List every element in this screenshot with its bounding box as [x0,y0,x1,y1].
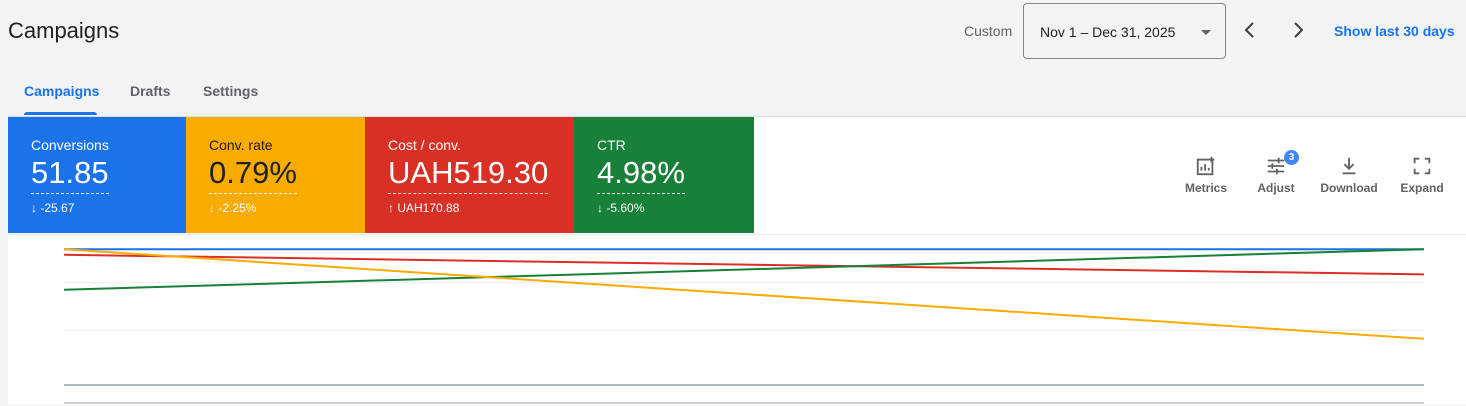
chevron-right-icon [1294,22,1304,38]
metric-label: Conversions [31,137,109,153]
metric-card-ctr[interactable]: CTR 4.98% ↓ -5.60% [574,117,754,233]
active-tab-indicator [24,112,97,115]
tab-campaigns[interactable]: Campaigns [24,83,100,99]
show-last-30-days-link[interactable]: Show last 30 days [1334,23,1455,39]
metric-delta: ↓ -2.25% [209,201,257,215]
tab-drafts[interactable]: Drafts [130,83,171,99]
metric-label: CTR [597,137,626,153]
series-line-3 [63,248,1425,340]
metric-value: 51.85 [31,155,109,194]
metric-label: Cost / conv. [388,137,461,153]
metric-delta: ↑ UAH170.88 [388,201,460,215]
series-line-1 [63,253,1425,276]
metric-delta: ↓ -25.67 [31,201,75,215]
page-title: Campaigns [8,18,120,43]
metric-value: UAH519.30 [388,155,549,194]
page-header: Campaigns Custom Nov 1 – Dec 31, 2025 Sh… [0,0,1466,62]
arrow-down-icon: ↓ [31,201,37,215]
tune-icon [1267,157,1285,175]
date-range-select[interactable]: Nov 1 – Dec 31, 2025 [1023,3,1226,59]
metric-card-cost-per-conv[interactable]: Cost / conv. UAH519.30 ↑ UAH170.88 [365,117,574,233]
metrics-button[interactable]: Metrics [1176,155,1236,195]
download-icon [1342,157,1356,175]
metric-value: 4.98% [597,155,685,194]
tab-settings[interactable]: Settings [203,83,259,99]
adjust-button[interactable]: Adjust 3 [1250,150,1302,195]
custom-range-label: Custom [964,23,1013,39]
fullscreen-icon [1413,157,1431,175]
date-range-value: Nov 1 – Dec 31, 2025 [1040,24,1176,40]
tab-bar: Campaigns Drafts Settings [0,62,1466,116]
arrow-up-icon: ↑ [388,201,394,215]
adjust-count-badge: 3 [1284,150,1299,165]
arrow-down-icon: ↓ [209,201,215,215]
metric-card-conversions[interactable]: Conversions 51.85 ↓ -25.67 [8,117,186,233]
chart-toolbar: Metrics Adjust 3 Download Expand [1176,150,1466,199]
metric-delta: ↓ -5.60% [597,201,645,215]
arrow-down-icon: ↓ [597,201,603,215]
metric-value: 0.79% [209,155,297,194]
expand-button[interactable]: Expand [1398,155,1446,195]
performance-line-chart [63,248,1425,404]
chevron-down-icon [1201,30,1211,35]
performance-panel: Conversions 51.85 ↓ -25.67 Conv. rate 0.… [8,116,1466,405]
previous-period-button[interactable] [1238,18,1262,42]
series-line-2 [63,248,1425,291]
metric-card-conv-rate[interactable]: Conv. rate 0.79% ↓ -2.25% [186,117,365,233]
metric-cards: Conversions 51.85 ↓ -25.67 Conv. rate 0.… [8,117,754,233]
chart-divider [8,234,1466,235]
metric-label: Conv. rate [209,137,273,153]
next-period-button[interactable] [1286,18,1310,42]
chevron-left-icon [1244,22,1254,38]
download-button[interactable]: Download [1316,155,1382,195]
metrics-icon [1196,156,1215,176]
